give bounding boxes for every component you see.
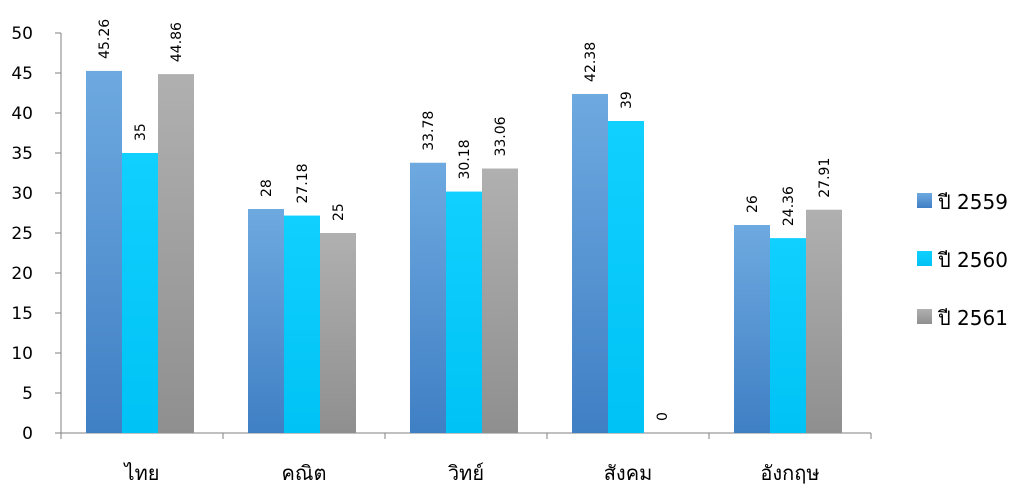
legend: ปี 2559 ปี 2560 ปี 2561	[917, 190, 1008, 330]
x-category-label: อังกฤษ	[760, 461, 819, 485]
y-tick-label: 10	[11, 344, 33, 364]
bar-1-5	[734, 225, 770, 433]
x-category-label: สังคม	[604, 461, 653, 485]
legend-label: ปี 2561	[938, 306, 1008, 330]
y-tick-label: 35	[11, 144, 33, 164]
legend-label: ปี 2559	[938, 190, 1008, 214]
data-label: 27.91	[817, 158, 833, 198]
bar-1-1	[86, 70, 122, 434]
bar-2-5	[770, 238, 806, 433]
bar-3-1	[158, 74, 194, 434]
data-label: 0	[655, 412, 671, 421]
data-label: 33.06	[493, 116, 509, 156]
data-label: 42.38	[583, 42, 599, 82]
bar-2-1	[122, 153, 158, 433]
data-label: 33.78	[421, 111, 437, 151]
bar-3-3	[482, 168, 518, 433]
bar-2-3	[446, 191, 482, 433]
bar-3-5	[806, 209, 842, 433]
data-label: 27.18	[295, 163, 311, 203]
x-axis: ไทย คณิต วิทย์ สังคม อังกฤษ	[60, 432, 872, 485]
data-label: 25	[331, 203, 347, 221]
bar-1-3	[410, 162, 446, 433]
y-tick-label: 15	[11, 304, 33, 324]
bar-3-2	[320, 233, 356, 433]
data-label: 24.36	[781, 186, 797, 226]
y-tick-label: 25	[11, 224, 33, 244]
y-tick-label: 5	[22, 384, 33, 404]
data-label: 30.18	[457, 139, 473, 179]
bar-2-4	[608, 121, 644, 433]
legend-swatch	[917, 309, 932, 324]
data-label: 45.26	[97, 19, 113, 59]
data-labels: 45.26 28 33.78 42.38 26 35 27.18 30.18 39 24.36 44…	[97, 19, 833, 421]
y-tick-label: 40	[11, 104, 33, 124]
bar-2-2	[284, 215, 320, 433]
data-label: 26	[745, 195, 761, 213]
bar-1-4	[572, 93, 608, 434]
x-category-label: ไทย	[123, 461, 160, 485]
y-tick-label: 50	[11, 24, 33, 44]
x-category-label: คณิต	[282, 461, 327, 485]
y-tick-label: 45	[11, 64, 33, 84]
x-category-label: วิทย์	[448, 461, 484, 485]
data-label: 44.86	[169, 22, 185, 62]
legend-label: ปี 2560	[938, 248, 1008, 272]
legend-swatch	[917, 193, 932, 208]
y-tick-label: 20	[11, 264, 33, 284]
data-label: 39	[619, 91, 635, 109]
data-label: 28	[259, 179, 275, 197]
data-label: 35	[133, 123, 149, 141]
y-tick-label: 0	[22, 424, 33, 444]
bar-1-2	[248, 209, 284, 433]
y-tick-label: 30	[11, 184, 33, 204]
y-axis: 0 5 10 15 20 25 30 35 40 45 50	[11, 24, 62, 444]
legend-swatch	[917, 251, 932, 266]
bars	[86, 70, 842, 434]
